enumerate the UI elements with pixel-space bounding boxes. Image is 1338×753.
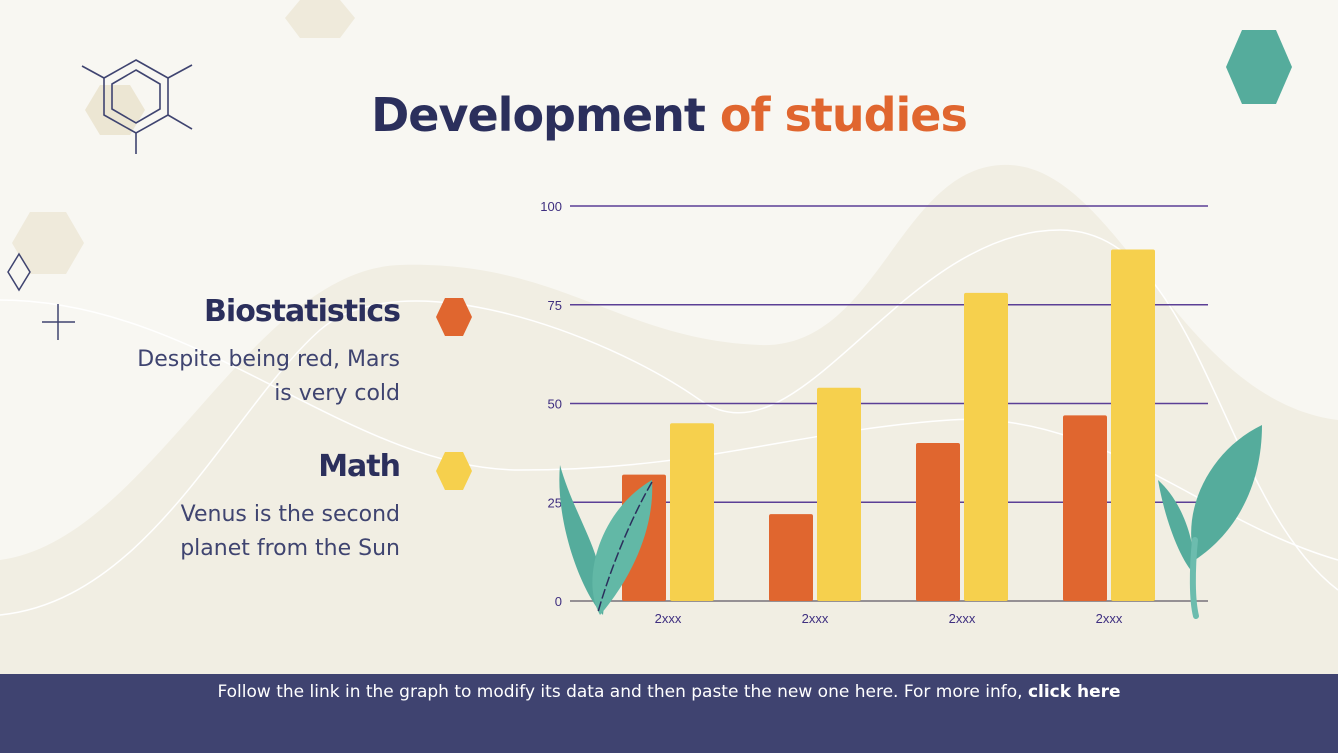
legend-title-biostatistics: Biostatistics — [204, 294, 401, 329]
diamond-icon — [7, 252, 31, 292]
y-tick-label: 100 — [540, 199, 562, 214]
x-tick-label: 2xxx — [655, 611, 682, 626]
description-line: is very cold — [274, 381, 400, 406]
hexagon-icon — [436, 452, 472, 490]
x-tick-label: 2xxx — [949, 611, 976, 626]
y-tick-label: 25 — [548, 495, 562, 510]
hexagon-icon — [436, 298, 472, 336]
bar-biostatistics — [916, 443, 960, 601]
bar-math — [1111, 249, 1155, 601]
hexagon-decoration — [285, 0, 355, 38]
bar-math — [964, 292, 1008, 601]
bar-math — [817, 387, 861, 601]
bar-biostatistics — [622, 474, 666, 601]
title-part1: Development — [371, 88, 706, 142]
x-tick-label: 2xxx — [802, 611, 829, 626]
bar-math — [670, 423, 714, 601]
footer-text: Follow the link in the graph to modify i… — [0, 682, 1338, 702]
legend-description-math: Venus is the second planet from the Sun — [100, 498, 400, 566]
bar-chart: 0 25 50 75 100 2xxx 2xxx 2xxx 2xxx — [540, 199, 1208, 626]
y-tick-label: 0 — [555, 594, 562, 609]
footer-bar — [0, 674, 1338, 753]
bar-biostatistics — [769, 514, 813, 601]
bar-biostatistics — [1063, 415, 1107, 601]
y-tick-label: 50 — [548, 397, 562, 412]
legend-title-math: Math — [318, 449, 401, 484]
legend-description-biostatistics: Despite being red, Mars is very cold — [100, 343, 400, 411]
footer-message: Follow the link in the graph to modify i… — [217, 682, 1028, 702]
hexagon-icon — [1226, 30, 1292, 104]
y-tick-label: 75 — [548, 298, 562, 313]
description-line: Despite being red, Mars — [137, 347, 400, 372]
page-title: Development of studies — [0, 88, 1338, 142]
x-tick-label: 2xxx — [1096, 611, 1123, 626]
molecule-icon — [81, 59, 193, 154]
sparkle-icon — [42, 304, 75, 340]
description-line: Venus is the second — [180, 502, 400, 527]
description-line: planet from the Sun — [180, 536, 400, 561]
title-part2: of studies — [719, 88, 968, 142]
click-here-link[interactable]: click here — [1027, 682, 1121, 702]
